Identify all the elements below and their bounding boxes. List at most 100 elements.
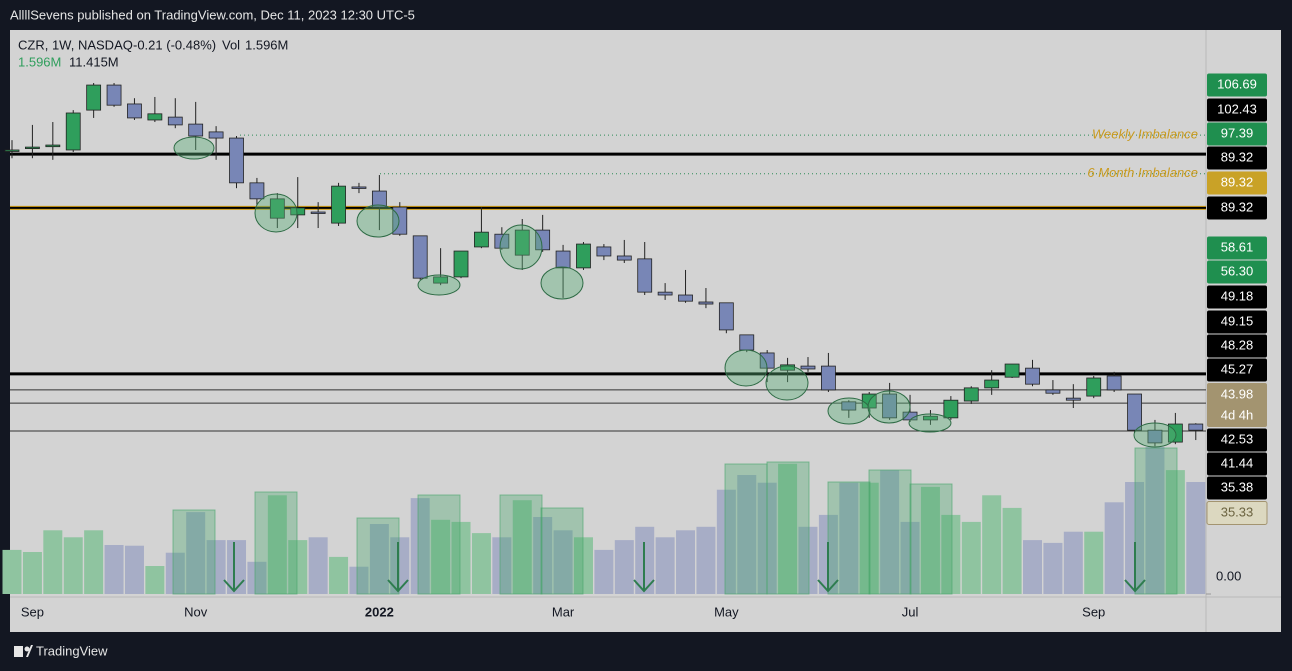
volume-bar (594, 549, 614, 594)
arrow-head (1124, 579, 1146, 593)
arrow-head (223, 579, 245, 593)
price-label: 97.39 (1221, 125, 1254, 140)
volume-bar (982, 495, 1002, 594)
annotation-ellipse (254, 193, 298, 233)
candle-body (596, 246, 612, 257)
candle-body (923, 415, 938, 421)
candle-body (188, 123, 204, 137)
volume-bar (533, 517, 553, 594)
volume-bar (329, 556, 349, 594)
annotation-ellipse (765, 365, 809, 401)
volume-bar (1023, 540, 1042, 594)
logo: TradingView (14, 643, 108, 658)
x-tick-label: May (714, 604, 739, 619)
volume-bar (431, 519, 451, 594)
price-label: 89.32 (1221, 174, 1254, 189)
price-label: 42.53 (1221, 431, 1254, 446)
header-title: AllllSevens published on TradingView.com… (10, 7, 415, 22)
highlight-box (172, 509, 216, 595)
volume-bar (920, 486, 940, 594)
volume-bar (267, 495, 287, 594)
volume-bar (512, 500, 532, 594)
highlight-box (868, 469, 912, 595)
candle-body (1045, 389, 1061, 394)
legend-vol-value: 1.596M (245, 37, 288, 52)
price-label: 49.15 (1221, 313, 1254, 328)
volume-bar (1084, 531, 1104, 594)
x-tick-label: Sep (1082, 604, 1105, 619)
annotation-ellipse (540, 266, 584, 300)
highlight-box (1134, 447, 1178, 595)
candle-body (616, 255, 632, 261)
price-badge (1207, 285, 1267, 309)
volume-bar (655, 537, 675, 594)
candle-body (494, 233, 510, 249)
price-badge (1207, 236, 1267, 260)
candle-body (25, 146, 40, 149)
price-label: 89.32 (1221, 149, 1254, 164)
level-label: Weekly Imbalance (1092, 127, 1198, 142)
price-label: 48.28 (1221, 337, 1254, 352)
annotation-ellipse (1133, 422, 1177, 448)
price-badge (1207, 98, 1267, 122)
annotation-ellipse (173, 136, 215, 160)
candle-body (514, 229, 530, 256)
volume-bar (614, 540, 634, 594)
volume-bar (349, 566, 369, 594)
volume-bar (186, 512, 206, 594)
highlight-box (540, 507, 584, 595)
candle-body (1086, 377, 1102, 397)
volume-bar (696, 526, 716, 594)
price-badge (1207, 383, 1267, 427)
x-tick-label: Jul (902, 604, 919, 619)
annotation-ellipse (908, 413, 952, 433)
candle-body (821, 365, 836, 391)
volume-bar (206, 540, 226, 594)
candle-body (1004, 363, 1020, 378)
highlight-box (356, 517, 400, 595)
price-badge (1207, 452, 1267, 476)
highlight-box (909, 483, 953, 595)
volume-bar (1043, 542, 1063, 594)
candle-body (310, 211, 326, 214)
price-badge (1207, 260, 1267, 284)
volume-bar (369, 524, 389, 594)
volume-bar (471, 533, 491, 594)
volume-bar (22, 552, 42, 594)
highlight-box (417, 494, 461, 595)
volume-bar (124, 545, 144, 594)
annotation-ellipse (499, 224, 543, 270)
logo-mark (26, 645, 33, 657)
logo-mark (14, 646, 23, 657)
candle-body (249, 182, 265, 200)
legend-change: -0.21 (-0.48%) (133, 37, 216, 52)
volume-bar (1063, 531, 1083, 594)
level-label: 6 Month Imbalance (1087, 165, 1198, 180)
volume-bar (961, 521, 981, 594)
footer-brand: TradingView (36, 643, 108, 658)
volume-bar (308, 537, 328, 594)
candle-body (698, 301, 714, 305)
price-label: 35.38 (1221, 479, 1254, 494)
candle-body (453, 250, 469, 278)
countdown-label: 4d 4h (1221, 407, 1254, 422)
x-tick-label: 2022 (365, 604, 394, 619)
price-badge (1207, 196, 1267, 220)
price-label: 106.69 (1217, 76, 1257, 91)
candle-body (86, 84, 102, 111)
price-badge (1207, 358, 1267, 382)
volume-bar (104, 545, 124, 594)
volume-bar (839, 482, 859, 594)
volume-bar (288, 540, 308, 594)
candle-body (45, 144, 61, 148)
candle-body (65, 112, 81, 151)
legend-symbol: CZR, 1W, NASDAQ (18, 37, 133, 52)
candle-body (576, 243, 591, 269)
price-label: 102.43 (1217, 101, 1257, 116)
price-label: 43.98 (1221, 386, 1254, 401)
volume-bar (492, 537, 512, 594)
plot: Weekly Imbalance 6 Month Imbalance (2, 83, 1206, 595)
annotation-ellipse (867, 390, 911, 424)
price-badge (1207, 428, 1267, 452)
x-tick-label: Mar (552, 604, 575, 619)
